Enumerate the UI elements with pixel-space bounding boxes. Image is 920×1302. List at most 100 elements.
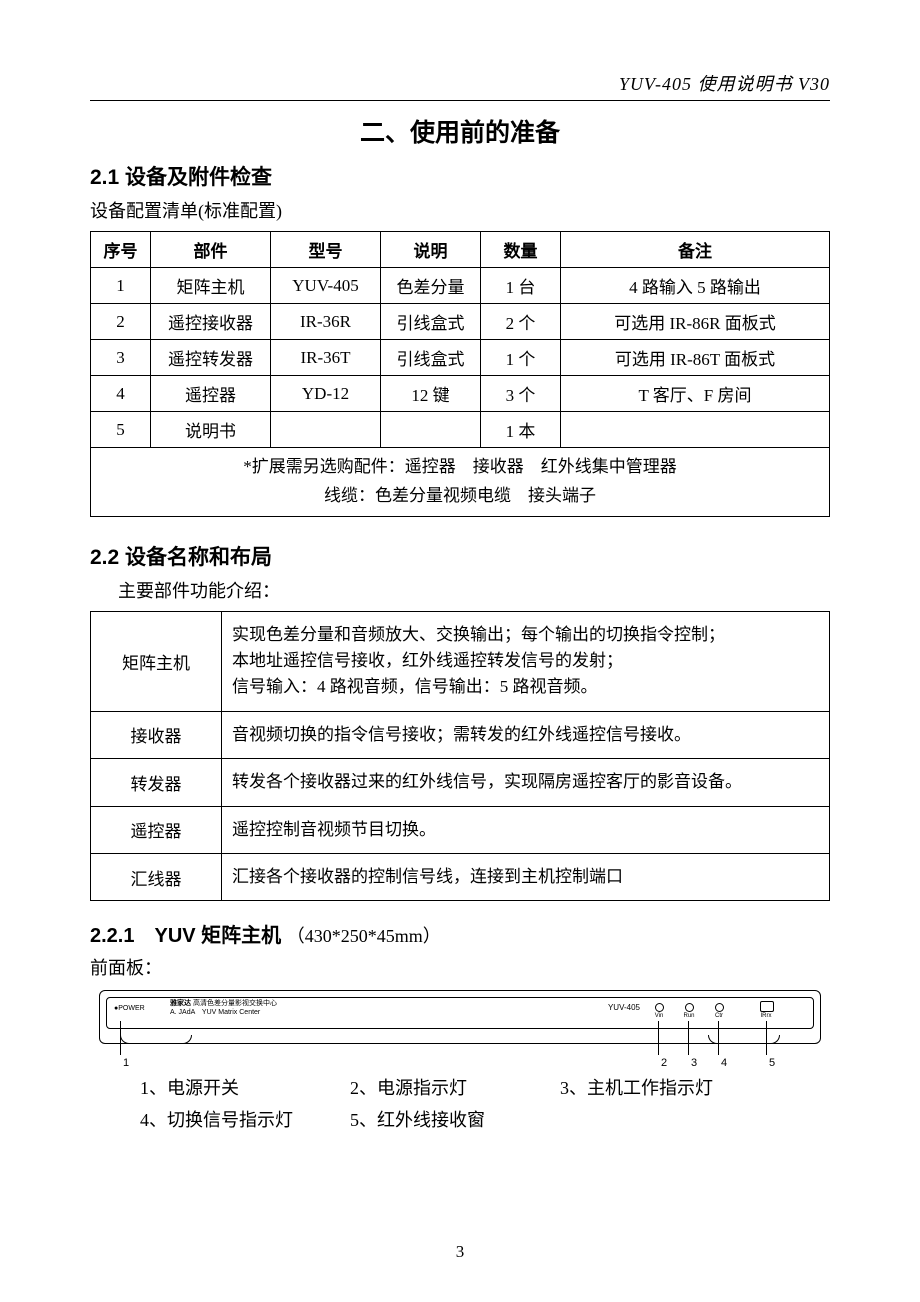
parts-footnote: *扩展需另选购配件：遥控器 接收器 红外线集中管理器 线缆：色差分量视频电缆 接… [91,448,830,517]
parts-cell: 3 [91,340,151,376]
header-text: YUV-405 使用说明书 V30 [90,70,830,96]
section-2-2-1-dims: （430*250*45mm） [287,926,441,946]
parts-cell [381,412,481,448]
header-rule [90,100,830,101]
chapter-title: 二、使用前的准备 [90,113,830,149]
parts-cell: 矩阵主机 [151,268,271,304]
function-key: 接收器 [91,711,222,758]
parts-footnote-line2: 线缆：色差分量视频电缆 接头端子 [97,482,823,511]
panel-lead-number: 3 [691,1057,697,1069]
parts-header-cell: 序号 [91,232,151,268]
function-row: 矩阵主机实现色差分量和音频放大、交换输出；每个输出的切换指令控制；本地址遥控信号… [91,611,830,711]
panel-lead-number: 1 [123,1057,129,1069]
section-2-1-subtitle: 设备配置清单(标准配置) [90,197,830,223]
panel-lead-line [688,1021,689,1055]
function-value: 实现色差分量和音频放大、交换输出；每个输出的切换指令控制；本地址遥控信号接收，红… [222,611,830,711]
legend-item: 2、电源指示灯 [350,1074,530,1100]
parts-cell: 4 [91,376,151,412]
parts-cell: 5 [91,412,151,448]
parts-cell: 1 台 [481,268,561,304]
legend-item: 4、切换信号指示灯 [140,1106,320,1132]
function-key: 汇线器 [91,853,222,900]
parts-cell: 4 路输入 5 路输出 [561,268,830,304]
legend-row: 1、电源开关 2、电源指示灯 3、主机工作指示灯 [140,1074,780,1100]
parts-cell: 12 键 [381,376,481,412]
function-table: 矩阵主机实现色差分量和音频放大、交换输出；每个输出的切换指令控制；本地址遥控信号… [90,611,830,901]
legend-item: 1、电源开关 [140,1074,320,1100]
parts-cell: 1 本 [481,412,561,448]
panel-model-label: YUV-405 [608,1003,640,1012]
parts-row: 3遥控转发器IR-36T引线盒式1 个可选用 IR-86T 面板式 [91,340,830,376]
section-2-2-1-title-text: 2.2.1 YUV 矩阵主机 [90,925,281,947]
parts-cell: 色差分量 [381,268,481,304]
parts-header-cell: 部件 [151,232,271,268]
parts-footnote-line1: *扩展需另选购配件：遥控器 接收器 红外线集中管理器 [97,453,823,482]
parts-cell: 引线盒式 [381,304,481,340]
function-value: 转发各个接收器过来的红外线信号，实现隔房遥控客厅的影音设备。 [222,759,830,806]
parts-cell: 说明书 [151,412,271,448]
front-panel-label: 前面板： [90,954,830,980]
panel-brand-line2: 高清色差分量影视交换中心 [193,1000,277,1007]
parts-row: 4遥控器YD-1212 键3 个T 客厅、F 房间 [91,376,830,412]
parts-cell: IR-36R [271,304,381,340]
function-row: 遥控器遥控控制音视频节目切换。 [91,806,830,853]
parts-row: 2遥控接收器IR-36R引线盒式2 个可选用 IR-86R 面板式 [91,304,830,340]
parts-cell: 3 个 [481,376,561,412]
parts-row: 1矩阵主机YUV-405色差分量1 台4 路输入 5 路输出 [91,268,830,304]
panel-power-label: ●POWER [114,1005,145,1012]
parts-cell: 可选用 IR-86T 面板式 [561,340,830,376]
parts-header-cell: 备注 [561,232,830,268]
parts-table-header: 序号部件型号说明数量备注 [91,232,830,268]
panel-led-label: Vin [655,1013,664,1019]
panel-led-label: Ctr [715,1013,723,1019]
panel-lead-line [766,1021,767,1055]
parts-cell: 可选用 IR-86R 面板式 [561,304,830,340]
parts-cell: 遥控接收器 [151,304,271,340]
parts-cell: 引线盒式 [381,340,481,376]
parts-row: 5说明书 1 本 [91,412,830,448]
panel-outline: ●POWER 雅家达 高清色差分量影视交换中心 A. JAdA YUV Matr… [99,990,821,1044]
panel-lead-number: 2 [661,1057,667,1069]
page-number: 3 [0,1242,920,1262]
panel-brand-line1: 雅家达 [170,1000,191,1007]
parts-cell: YUV-405 [271,268,381,304]
panel-lead-line [120,1021,121,1055]
panel-legend: 1、电源开关 2、电源指示灯 3、主机工作指示灯 4、切换信号指示灯 5、红外线接收窗 [140,1074,780,1132]
front-panel-diagram: ●POWER 雅家达 高清色差分量影视交换中心 A. JAdA YUV Matr… [90,990,830,1044]
function-key: 转发器 [91,759,222,806]
parts-header-cell: 型号 [271,232,381,268]
panel-lead-line [658,1021,659,1055]
panel-lead-number: 5 [769,1057,775,1069]
panel-lead-number: 4 [721,1057,727,1069]
section-2-1-title: 2.1 设备及附件检查 [90,161,830,191]
function-row: 汇线器汇接各个接收器的控制信号线，连接到主机控制端口 [91,853,830,900]
legend-item: 3、主机工作指示灯 [560,1074,740,1100]
parts-cell: YD-12 [271,376,381,412]
parts-cell: T 客厅、F 房间 [561,376,830,412]
page: YUV-405 使用说明书 V30 二、使用前的准备 2.1 设备及附件检查 设… [0,0,920,1302]
section-2-2-1-title: 2.2.1 YUV 矩阵主机 （430*250*45mm） [90,919,830,948]
legend-item: 5、红外线接收窗 [350,1106,530,1132]
function-key: 遥控器 [91,806,222,853]
parts-cell: 1 [91,268,151,304]
section-2-2-title: 2.2 设备名称和布局 [90,541,830,571]
panel-lead-line [718,1021,719,1055]
panel-ir-window-icon [760,1001,774,1012]
parts-cell [271,412,381,448]
parts-cell: 1 个 [481,340,561,376]
section-2-2-intro: 主要部件功能介绍： [90,577,830,603]
legend-item [560,1106,740,1132]
legend-row: 4、切换信号指示灯 5、红外线接收窗 [140,1106,780,1132]
parts-cell: IR-36T [271,340,381,376]
parts-header-cell: 数量 [481,232,561,268]
parts-cell [561,412,830,448]
parts-cell: 遥控转发器 [151,340,271,376]
function-row: 接收器音视频切换的指令信号接收；需转发的红外线遥控信号接收。 [91,711,830,758]
function-value: 音视频切换的指令信号接收；需转发的红外线遥控信号接收。 [222,711,830,758]
panel-brand-line3: A. JAdA YUV Matrix Center [170,1009,277,1017]
parts-header-cell: 说明 [381,232,481,268]
panel-brand-block: 雅家达 高清色差分量影视交换中心 A. JAdA YUV Matrix Cent… [170,1000,277,1017]
panel-led-label: Run [683,1013,694,1019]
parts-table: 序号部件型号说明数量备注 1矩阵主机YUV-405色差分量1 台4 路输入 5 … [90,231,830,517]
function-row: 转发器转发各个接收器过来的红外线信号，实现隔房遥控客厅的影音设备。 [91,759,830,806]
